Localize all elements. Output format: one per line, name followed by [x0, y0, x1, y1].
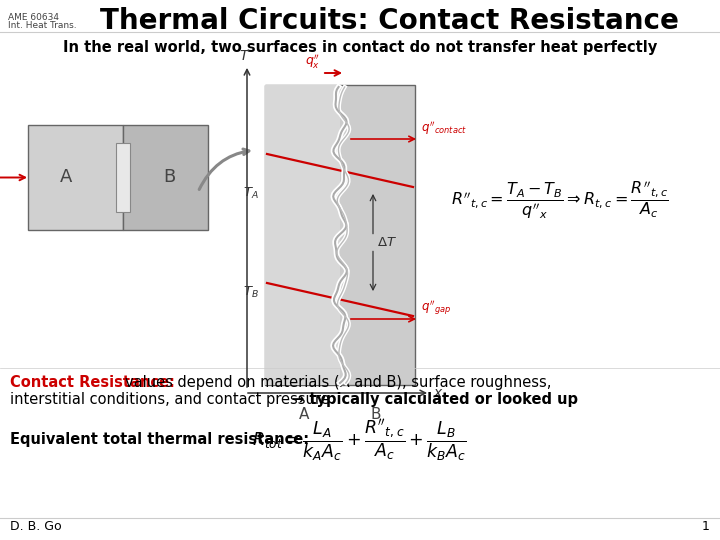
Text: A: A	[299, 407, 309, 422]
Text: $R_{tot} = \dfrac{L_A}{k_A A_c} + \dfrac{R''_{t,c}}{A_c} + \dfrac{L_B}{k_B A_c}$: $R_{tot} = \dfrac{L_A}{k_A A_c} + \dfrac…	[252, 417, 467, 463]
Bar	[116, 144, 130, 212]
Text: → typically calculated or looked up: → typically calculated or looked up	[292, 392, 578, 407]
Text: Thermal Circuits: Contact Resistance: Thermal Circuits: Contact Resistance	[100, 7, 679, 35]
Bar	[28, 125, 123, 230]
Bar	[265, 85, 415, 385]
Bar	[123, 125, 208, 230]
Text: $T$: $T$	[239, 49, 251, 63]
Text: AME 60634: AME 60634	[8, 13, 59, 22]
Text: B: B	[163, 168, 176, 186]
Text: D. B. Go: D. B. Go	[10, 519, 62, 532]
Text: interstitial conditions, and contact pressure: interstitial conditions, and contact pre…	[10, 392, 334, 407]
Text: values depend on materials (A and B), surface roughness,: values depend on materials (A and B), su…	[125, 375, 552, 390]
Text: $T_A$: $T_A$	[243, 185, 259, 200]
Bar	[265, 85, 340, 385]
Text: $\Delta T$: $\Delta T$	[377, 236, 397, 249]
Text: Int. Heat Trans.: Int. Heat Trans.	[8, 21, 76, 30]
Text: Contact Resistance:: Contact Resistance:	[10, 375, 175, 390]
Text: $q''_{gap}$: $q''_{gap}$	[421, 299, 451, 317]
Text: $q_x''$: $q_x''$	[305, 52, 320, 70]
Text: $x$: $x$	[433, 386, 444, 400]
Text: A: A	[60, 168, 72, 186]
Text: In the real world, two surfaces in contact do not transfer heat perfectly: In the real world, two surfaces in conta…	[63, 40, 657, 55]
Text: $T_B$: $T_B$	[243, 285, 259, 300]
Text: Equivalent total thermal resistance:: Equivalent total thermal resistance:	[10, 432, 309, 447]
Text: $q''_{contact}$: $q''_{contact}$	[421, 119, 467, 137]
Text: B: B	[371, 407, 382, 422]
Text: 1: 1	[702, 519, 710, 532]
Text: $R''_{t,c} = \dfrac{T_A - T_B}{q''_x} \Rightarrow R_{t,c} = \dfrac{R''_{t,c}}{A_: $R''_{t,c} = \dfrac{T_A - T_B}{q''_x} \R…	[451, 179, 669, 221]
